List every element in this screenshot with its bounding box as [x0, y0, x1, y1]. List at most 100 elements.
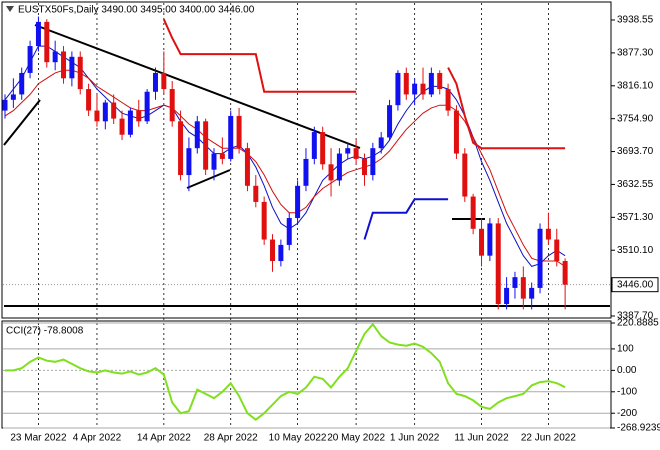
candle-body — [61, 51, 67, 79]
candle-body — [270, 239, 276, 262]
candle-body — [77, 56, 83, 90]
candle-body — [504, 287, 510, 305]
trendline — [186, 169, 231, 189]
y-tick-label: 3571.30 — [617, 212, 654, 223]
candle-body — [161, 72, 167, 90]
candle-body — [487, 223, 493, 256]
candle-body — [244, 148, 250, 186]
candle-body — [136, 110, 142, 122]
x-tick-label: 11 Jun 2022 — [454, 433, 509, 444]
y-tick-label: 3816.10 — [617, 80, 654, 91]
candle-body — [345, 148, 351, 154]
candle-body — [219, 153, 225, 159]
candle-body — [554, 239, 560, 262]
y-tick-label: 220.8885 — [617, 318, 659, 329]
y-tick-label: 0.00 — [617, 365, 637, 376]
candle-body — [437, 72, 443, 90]
candle-body — [228, 115, 234, 159]
candle-body — [261, 201, 267, 240]
y-tick-label: 3938.55 — [617, 15, 654, 26]
x-tick-label: 1 Jun 2022 — [390, 433, 440, 444]
candle-body — [86, 89, 92, 111]
candle-body — [2, 99, 8, 111]
candle-body — [328, 164, 334, 181]
candle-body — [520, 277, 526, 299]
candle-body — [562, 261, 568, 285]
candle-body — [479, 228, 485, 256]
cci-title: CCI(27) -78.8008 — [6, 326, 84, 337]
candle-body — [445, 89, 451, 111]
candle-body — [144, 91, 150, 122]
x-tick-label: 22 Jun 2022 — [521, 433, 576, 444]
candle-body — [462, 153, 468, 197]
candle-body — [295, 185, 301, 219]
y-tick-label: -268.9239 — [617, 423, 660, 434]
candle-body — [186, 148, 192, 176]
y-tick-label: 3510.10 — [617, 245, 654, 256]
x-tick-label: 10 May 2022 — [269, 433, 327, 444]
candle-body — [412, 83, 418, 95]
candle-body — [27, 46, 33, 73]
overlay-line — [363, 198, 449, 240]
candle-body — [403, 72, 409, 95]
candle-body — [10, 94, 16, 100]
candle-body — [395, 72, 401, 106]
candle-body — [320, 132, 326, 165]
candle-body — [69, 56, 75, 79]
x-tick-label: 28 Apr 2022 — [204, 433, 258, 444]
x-tick-label: 14 Apr 2022 — [137, 433, 191, 444]
candle-body — [111, 102, 117, 119]
candle-body — [420, 83, 426, 95]
trendline — [34, 24, 361, 149]
candle-body — [35, 21, 41, 47]
candle-body — [470, 196, 476, 229]
overlay-line — [4, 69, 566, 267]
x-tick-label: 23 Mar 2022 — [10, 433, 67, 444]
candle-body — [303, 158, 309, 186]
candle-body — [119, 118, 125, 135]
symbol-icon — [6, 6, 14, 12]
candle-body — [353, 148, 359, 159]
candle-body — [545, 228, 551, 240]
candle-body — [178, 121, 184, 176]
trendline — [3, 99, 41, 146]
candle-body — [336, 153, 342, 181]
candle-body — [19, 72, 25, 95]
candle-body — [378, 137, 384, 149]
candle-body — [44, 21, 50, 63]
price-panel — [1, 1, 612, 319]
y-tick-label: -100 — [617, 386, 637, 397]
candle-body — [211, 153, 217, 170]
candle-body — [286, 218, 292, 245]
candle-body — [52, 51, 58, 63]
candle-body — [361, 158, 367, 176]
candle-body — [94, 110, 100, 122]
y-tick-label: 100 — [617, 344, 634, 355]
candle-body — [102, 102, 108, 122]
candle-body — [127, 110, 133, 135]
current-price-box — [611, 277, 659, 293]
cci-panel — [1, 320, 612, 429]
candle-body — [169, 89, 175, 122]
candle-body — [194, 121, 200, 149]
candle-body — [370, 148, 376, 176]
candle-body — [387, 105, 393, 138]
candle-body — [529, 287, 535, 299]
y-tick-label: -200 — [617, 408, 637, 419]
candle-body — [311, 132, 317, 159]
candle-body — [428, 72, 434, 95]
y-tick-label: 3693.70 — [617, 146, 654, 157]
candle-body — [537, 228, 543, 288]
candle-body — [236, 115, 242, 149]
candle-body — [453, 110, 459, 154]
x-tick-label: 20 May 2022 — [327, 433, 385, 444]
cci-line — [5, 322, 566, 421]
y-tick-label: 3387.70 — [617, 311, 654, 322]
x-tick-label: 4 Apr 2022 — [73, 433, 122, 444]
current-price-label: 3446.00 — [617, 279, 654, 290]
y-tick-label: 3877.30 — [617, 48, 654, 59]
overlay-line — [162, 18, 566, 150]
chart-title: EUSTX50Fs,Daily 3490.00 3495.00 3400.00 … — [18, 5, 255, 16]
y-tick-label: 3754.90 — [617, 113, 654, 124]
candle-body — [495, 223, 501, 305]
